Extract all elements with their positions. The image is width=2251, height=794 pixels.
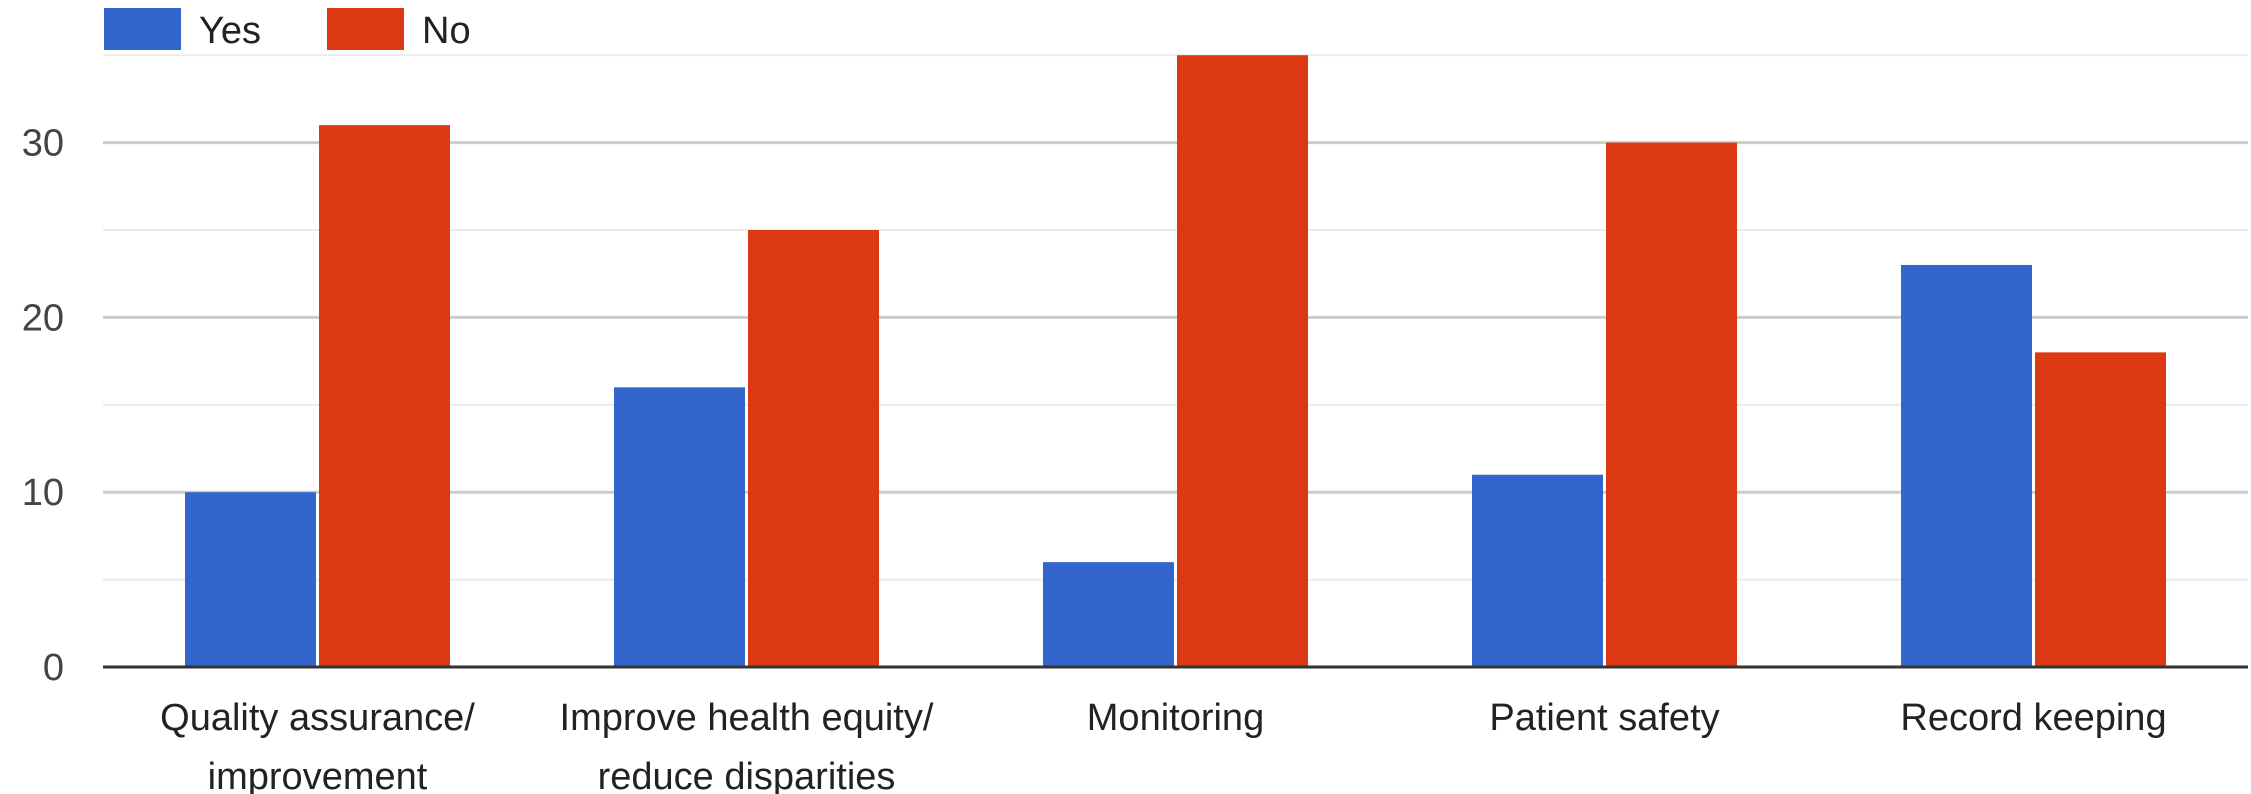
y-tick-label: 10 [22, 472, 64, 514]
bar-yes-3 [1043, 562, 1174, 667]
legend-label-no: No [422, 10, 471, 52]
bars [185, 55, 2166, 668]
bar-yes-1 [185, 492, 316, 667]
x-category-label: improvement [208, 756, 428, 794]
gridlines [103, 54, 2248, 581]
legend-label-yes: Yes [199, 10, 261, 52]
legend-swatch-yes [104, 8, 181, 50]
x-category-label: Improve health equity/ [560, 697, 934, 739]
legend: Yes No [104, 8, 471, 52]
bar-no-4 [1606, 142, 1737, 668]
bar-no-2 [748, 230, 879, 667]
y-tick-label: 0 [43, 647, 64, 689]
bar-yes-5 [1901, 264, 2032, 667]
legend-swatch-no [327, 8, 404, 50]
bar-yes-4 [1472, 474, 1603, 667]
x-category-label: Quality assurance/ [160, 697, 475, 739]
y-tick-label: 30 [22, 123, 64, 165]
bar-no-1 [319, 125, 450, 668]
y-tick-label: 20 [22, 297, 64, 339]
x-category-label: Record keeping [1900, 697, 2166, 739]
x-category-label: Patient safety [1489, 697, 1719, 739]
x-category-label: reduce disparities [598, 756, 896, 794]
y-axis-ticks: 0 10 20 30 [22, 123, 64, 689]
x-category-label: Monitoring [1087, 697, 1264, 739]
x-axis-labels: Quality assurance/improvement Improve hea… [160, 697, 2166, 794]
bar-no-5 [2035, 352, 2166, 667]
bar-yes-2 [614, 387, 745, 667]
bar-no-3 [1177, 55, 1308, 667]
